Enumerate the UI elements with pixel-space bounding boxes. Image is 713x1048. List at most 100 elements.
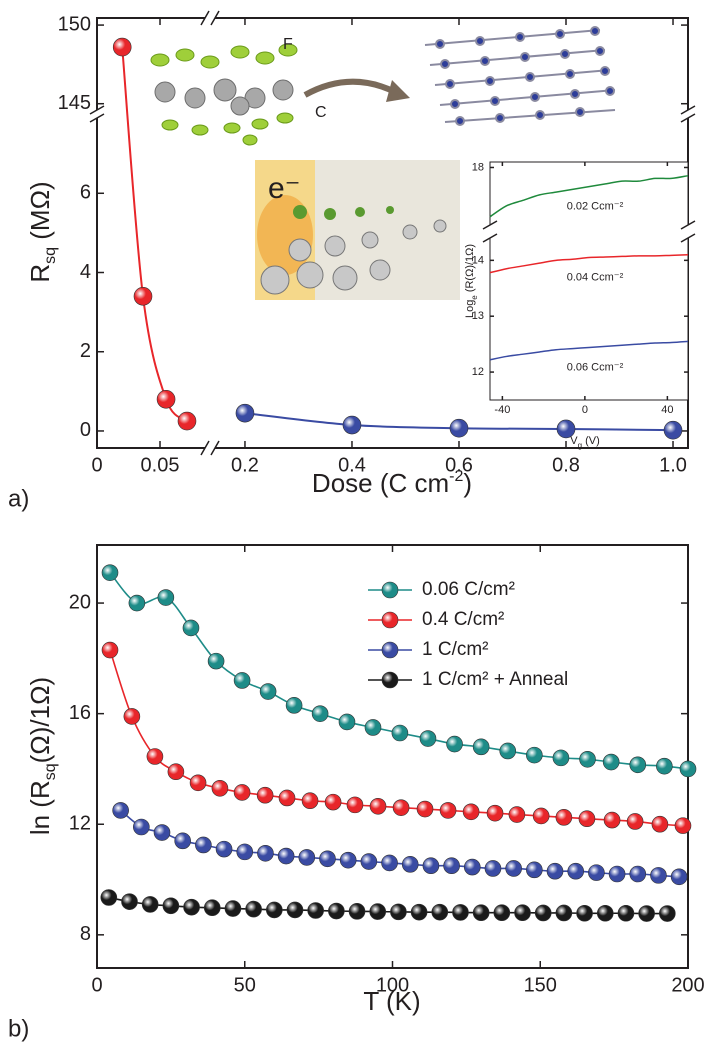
data-point xyxy=(493,904,511,922)
data-point xyxy=(422,857,440,875)
series-line xyxy=(489,174,689,218)
data-point xyxy=(298,849,316,866)
data-point xyxy=(360,853,378,870)
data-point xyxy=(579,750,596,768)
y-tick-label: 18 xyxy=(472,161,484,173)
plots: 0 0.05 0.2 0.4 0.6 0.8 1.0 0 2 4 6 145 150 0 50 100 150 2… xyxy=(58,10,705,996)
graphene-illustration xyxy=(424,26,616,126)
axis-break-mark xyxy=(89,105,105,115)
x-tick-label: 150 xyxy=(524,974,557,996)
axis-break-mark xyxy=(210,10,220,26)
data-point xyxy=(233,672,251,689)
data-point xyxy=(224,900,242,917)
data-point xyxy=(556,419,576,439)
data-point xyxy=(346,796,364,814)
axis-break-mark xyxy=(210,440,220,456)
data-point xyxy=(526,746,543,764)
data-point xyxy=(486,804,504,822)
legend-marker xyxy=(381,641,399,659)
x-tick-label: 0 xyxy=(582,404,588,416)
data-point xyxy=(555,904,573,922)
plot-background xyxy=(490,162,688,400)
annotation: C xyxy=(315,104,327,121)
data-point xyxy=(656,757,673,775)
panel-label: a) xyxy=(8,485,29,512)
axis-break-mark xyxy=(680,113,696,123)
data-point xyxy=(100,889,118,906)
data-point xyxy=(381,854,398,872)
data-point xyxy=(101,564,119,581)
inset-y-axis-label: Loge (R(Ω)/1Ω) xyxy=(464,244,479,318)
axis-break-mark xyxy=(680,233,696,243)
series-line xyxy=(120,809,680,878)
series-line xyxy=(489,340,689,361)
data-point xyxy=(391,724,409,742)
data-point xyxy=(472,904,490,922)
data-point xyxy=(534,904,552,922)
data-point xyxy=(167,763,185,781)
data-point xyxy=(567,862,585,880)
data-point xyxy=(603,811,621,829)
data-point xyxy=(650,867,667,884)
data-point xyxy=(674,817,692,834)
data-point xyxy=(505,860,522,877)
data-point xyxy=(183,898,200,916)
x-tick-label: 0.8 xyxy=(552,454,580,476)
data-point xyxy=(174,832,191,850)
molecule-illustration xyxy=(150,43,410,146)
data-point xyxy=(659,905,676,922)
y-tick-label: 2 xyxy=(80,340,91,362)
data-point xyxy=(651,815,669,833)
data-point xyxy=(285,697,303,714)
data-point xyxy=(319,850,336,868)
data-point xyxy=(629,756,647,774)
data-point xyxy=(602,753,620,771)
data-point xyxy=(307,902,324,919)
data-point xyxy=(446,735,463,753)
data-point xyxy=(256,786,274,804)
data-point xyxy=(233,784,251,801)
data-point xyxy=(472,738,490,756)
data-point xyxy=(236,843,254,861)
y-tick-label: 4 xyxy=(80,261,91,283)
data-point xyxy=(162,897,180,915)
axis-break-mark xyxy=(89,113,105,123)
data-point xyxy=(277,847,295,865)
x-tick-label: 100 xyxy=(376,974,409,996)
legend-marker xyxy=(381,581,399,599)
legend-label: 1 C/cm² + Anneal xyxy=(422,669,568,690)
data-point xyxy=(141,896,159,913)
data-point xyxy=(121,893,138,910)
data-point xyxy=(638,905,655,922)
data-point xyxy=(157,589,175,606)
data-point xyxy=(235,403,255,423)
inset-x-axis-label: Vg (V) xyxy=(570,435,600,450)
x-tick-label: 1.0 xyxy=(659,454,687,476)
data-point xyxy=(555,809,573,826)
data-point xyxy=(133,286,153,306)
data-point xyxy=(257,844,274,862)
y-tick-label: 12 xyxy=(69,813,91,835)
y-axis-label: ln (Rsq(Ω)/1Ω) xyxy=(25,677,59,835)
data-point xyxy=(339,851,357,869)
x-tick-label: 0.4 xyxy=(338,454,366,476)
axis-break xyxy=(94,110,100,118)
data-point xyxy=(416,800,434,818)
data-point xyxy=(133,818,150,836)
data-point xyxy=(626,813,644,830)
series-label: 0.02 Ccm⁻² xyxy=(567,201,624,213)
data-point xyxy=(508,806,526,823)
y-tick-label: 16 xyxy=(69,702,91,724)
axis-break xyxy=(487,225,493,238)
data-point xyxy=(679,760,697,778)
data-point xyxy=(552,749,570,767)
data-point xyxy=(670,868,688,886)
x-tick-label: 200 xyxy=(671,974,704,996)
data-point xyxy=(617,904,635,922)
data-point xyxy=(301,792,319,810)
data-point xyxy=(177,411,197,431)
x-axis-label: Dose (C cm-2) xyxy=(312,468,472,498)
data-point xyxy=(342,415,362,435)
panel-label: b) xyxy=(8,1015,29,1042)
data-point xyxy=(588,864,605,881)
